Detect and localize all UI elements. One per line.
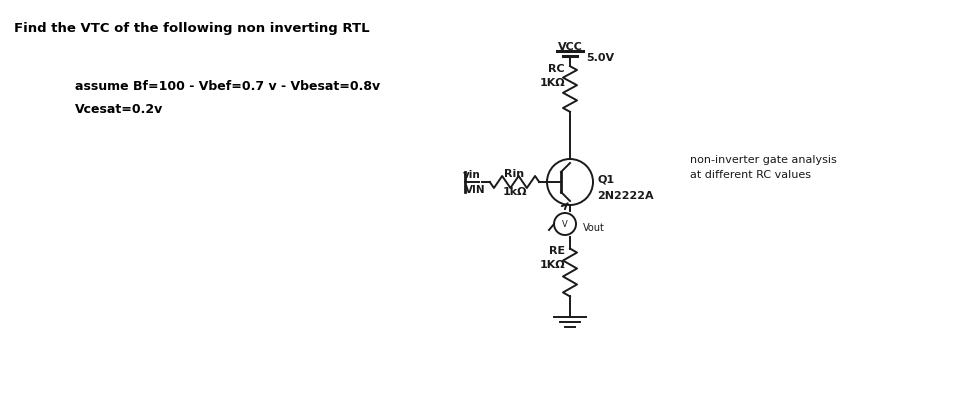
Text: 2N2222A: 2N2222A xyxy=(597,190,654,201)
Text: 1KΩ: 1KΩ xyxy=(540,78,565,88)
Text: Vcesat=0.2v: Vcesat=0.2v xyxy=(75,103,163,116)
Text: RC: RC xyxy=(549,64,565,74)
Text: Find the VTC of the following non inverting RTL: Find the VTC of the following non invert… xyxy=(14,22,369,35)
Text: non-inverter gate analysis: non-inverter gate analysis xyxy=(690,154,837,165)
Text: VIN: VIN xyxy=(465,185,486,195)
Text: at different RC values: at different RC values xyxy=(690,170,811,180)
Text: Vout: Vout xyxy=(583,223,604,233)
Text: vin: vin xyxy=(463,170,481,180)
Text: VCC: VCC xyxy=(557,42,582,52)
Text: assume Bf=100 - Vbef=0.7 v - Vbesat=0.8v: assume Bf=100 - Vbef=0.7 v - Vbesat=0.8v xyxy=(75,80,380,93)
Text: 1kΩ: 1kΩ xyxy=(502,187,526,197)
Text: Rin: Rin xyxy=(504,169,524,178)
Text: 5.0V: 5.0V xyxy=(586,53,614,63)
Text: RE: RE xyxy=(549,245,565,255)
Text: Q1: Q1 xyxy=(597,175,614,185)
Text: V: V xyxy=(562,220,568,229)
Text: 1KΩ: 1KΩ xyxy=(540,259,565,269)
